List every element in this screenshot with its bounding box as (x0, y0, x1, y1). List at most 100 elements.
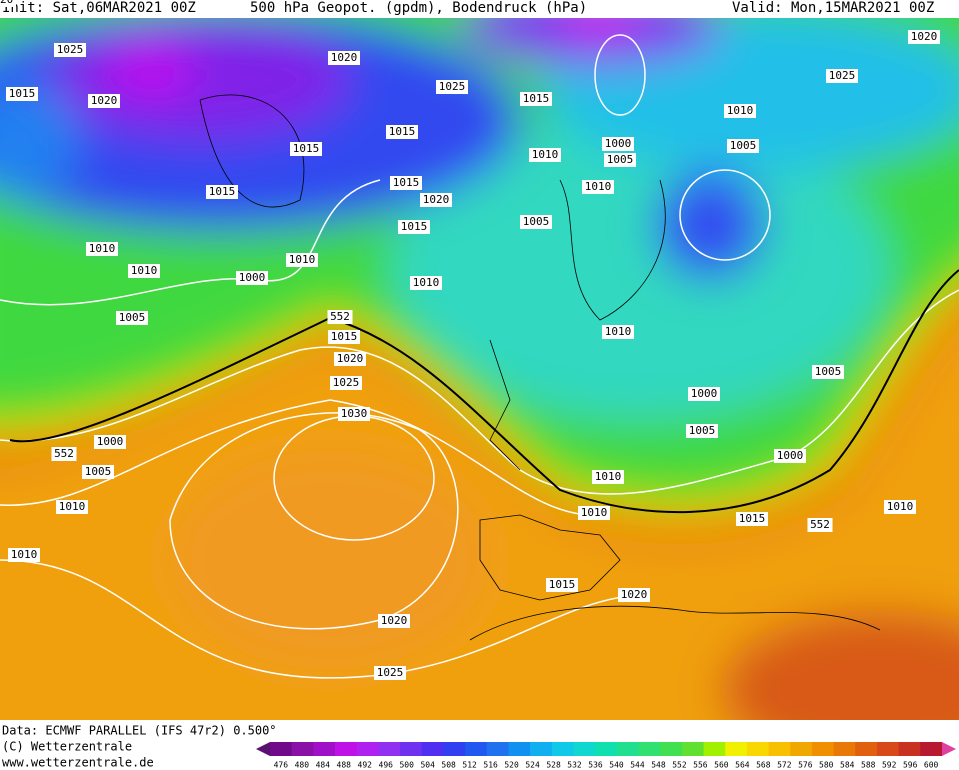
colorbar-tick-label: 600 (924, 761, 939, 770)
colorbar-swatch (573, 742, 596, 756)
isobar-label: 1010 (887, 500, 914, 513)
isobar-label: 1005 (730, 139, 757, 152)
colorbar-tick-label: 556 (693, 761, 708, 770)
colorbar-swatch (876, 742, 900, 756)
isobar-label: 1005 (815, 365, 842, 378)
isobar-label-box (618, 588, 650, 602)
isobar-label: 1025 (829, 69, 856, 82)
colorbar-tick-label: 488 (337, 761, 352, 770)
isobar-label-box (328, 51, 360, 65)
isobar-label-box (206, 185, 238, 199)
colorbar-tick-label: 560 (714, 761, 729, 770)
isobar-label: 1015 (389, 125, 416, 138)
colorbar-tick-label: 496 (379, 761, 394, 770)
isobar-label: 1015 (549, 578, 576, 591)
colorbar-tick-label: 476 (274, 761, 289, 770)
isobar-label-box (812, 365, 844, 379)
isobar-label-box (884, 500, 916, 514)
isobar-label-box (82, 465, 114, 479)
colorbar-tick-label: 492 (358, 761, 373, 770)
isobar-label-box (724, 104, 756, 118)
colorbar-swatch (681, 742, 705, 756)
colorbar-swatch (616, 742, 640, 756)
isobar-label-box (56, 500, 88, 514)
colorbar-swatch (270, 742, 293, 756)
isobar-label: 1000 (777, 449, 804, 462)
isobar-label: 1015 (393, 176, 420, 189)
colorbar-swatch (898, 742, 921, 756)
colorbar-tick-label: 500 (399, 761, 414, 770)
isobar-label-box (582, 180, 614, 194)
isobar-label: 1010 (605, 325, 632, 338)
isobar-label: 1025 (57, 43, 84, 56)
colorbar-tick-label: 532 (567, 761, 582, 770)
isobar-label: 1010 (11, 548, 38, 561)
isobar-label: 1020 (911, 30, 938, 43)
isobar-label: 1020 (91, 94, 118, 107)
colorbar-tick-label: 480 (295, 761, 310, 770)
colorbar-tick-label: 548 (651, 761, 666, 770)
isobar-label-box (578, 506, 610, 520)
isobar-label-box (334, 352, 366, 366)
isobar-label-box (94, 435, 126, 449)
isobar-label: 552 (54, 447, 74, 460)
isobar-label-box (54, 43, 86, 57)
colorbar-swatch (746, 742, 770, 756)
isobar-label: 1010 (59, 500, 86, 513)
isobar-label-box (378, 614, 410, 628)
isobar-label-box (88, 94, 120, 108)
isobar-label: 1015 (209, 185, 236, 198)
colorbar-swatch (508, 742, 531, 756)
isobar-label-box (236, 271, 268, 285)
isobar-label-box (908, 30, 940, 44)
isobar-label-box (290, 142, 322, 156)
colorbar-swatch (465, 742, 488, 756)
isobar-label: 1005 (607, 153, 634, 166)
isobar-label: 1010 (727, 104, 754, 117)
colorbar-tick-label: 564 (735, 761, 750, 770)
isobar-label-box (286, 253, 318, 267)
isobar-label-box (774, 449, 806, 463)
colorbar-end (942, 742, 956, 756)
colorbar-swatch (530, 742, 553, 756)
isobar-label-box (8, 548, 40, 562)
isobar-label: 1025 (377, 666, 404, 679)
colorbar: 476 480 484 488 492 496 500 504 508 512 516 520 524 5… (256, 742, 956, 770)
isobar-label: 1010 (413, 276, 440, 289)
isobar-label: 1000 (691, 387, 718, 400)
colorbar-tick-label: 508 (441, 761, 456, 770)
isobar-label: 1020 (0, 0, 13, 6)
website: www.wetterzentrale.de (2, 756, 154, 770)
init-time: Init: Sat,06MAR2021 00Z (2, 0, 196, 16)
colorbar-swatch (443, 742, 466, 756)
colorbar-swatch (811, 742, 835, 756)
isobar-label: 1010 (131, 264, 158, 277)
colorbar-swatch (313, 742, 336, 756)
isobar-labels: 1025102010251015102010251015102010101015… (0, 0, 940, 680)
data-source: Data: ECMWF PARALLEL (IFS 47r2) 0.500° (2, 724, 277, 738)
isobar-label: 1015 (9, 87, 36, 100)
colorbar-tick-label: 588 (861, 761, 876, 770)
isobar-label-box (546, 578, 578, 592)
colorbar-swatch (833, 742, 856, 756)
isobar-label: 1005 (85, 465, 112, 478)
isobar-label: 1000 (605, 137, 632, 150)
isobar-label-box (6, 87, 38, 101)
colorbar-swatch (768, 742, 791, 756)
colorbar-tick-label: 512 (462, 761, 477, 770)
isobar-label-box (602, 325, 634, 339)
isobar-label: 1020 (423, 193, 450, 206)
colorbar-tick-label: 584 (840, 761, 855, 770)
isobar-label: 1000 (239, 271, 266, 284)
colorbar-tick-label: 516 (483, 761, 498, 770)
colorbar-tick-label: 504 (420, 761, 435, 770)
isobar-label: 1015 (293, 142, 320, 155)
isobar-label-box (436, 80, 468, 94)
colorbar-swatch (920, 742, 943, 756)
colorbar-swatch (400, 742, 423, 756)
isobar-label-box (330, 376, 362, 390)
isobar-label: 1015 (331, 330, 358, 343)
isobar-label-box (826, 69, 858, 83)
isobar-label-box (390, 176, 422, 190)
